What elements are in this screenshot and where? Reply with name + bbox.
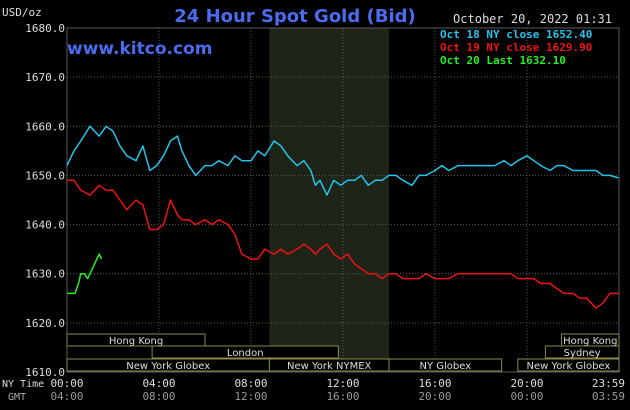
ny-time-row-label: NY Time <box>2 379 44 390</box>
x-tick-label-ny: 16:00 <box>418 377 451 390</box>
session-box <box>151 345 339 359</box>
y-tick-label: 1650.0 <box>25 169 65 182</box>
x-tick-label-ny: 20:00 <box>510 377 543 390</box>
price-series <box>66 125 619 309</box>
y-tick-label: 1680.0 <box>25 22 65 35</box>
series-line-1 <box>67 179 619 309</box>
session-label: NY Globex <box>420 361 472 372</box>
x-tick-label-ny: 00:00 <box>50 377 83 390</box>
y-tick-label: 1670.0 <box>25 71 65 84</box>
y-tick-label: 1610.0 <box>25 366 65 379</box>
session-label: Hong Kong <box>563 336 617 347</box>
series-line-0 <box>66 125 619 196</box>
legend-item-oct18: Oct 18 NY close 1652.40 <box>440 28 592 41</box>
x-tick-label-gmt: 08:00 <box>142 390 175 403</box>
x-tick-label-ny: 08:00 <box>234 377 267 390</box>
x-tick-label-ny: 12:00 <box>326 377 359 390</box>
chart-date: October 20, 2022 01:31 <box>453 12 612 26</box>
session-label: Hong Kong <box>109 336 163 347</box>
grid-lines <box>66 27 620 373</box>
x-axis-tick-labels: 00:0004:0004:0008:0008:0012:0012:0016:00… <box>50 377 625 403</box>
x-tick-label-gmt: 00:00 <box>510 390 543 403</box>
nymex-session-band <box>269 28 389 372</box>
x-tick-label-ny: 04:00 <box>142 377 175 390</box>
session-label: Sydney <box>564 348 601 359</box>
chart-title: 24 Hour Spot Gold (Bid) <box>174 6 415 27</box>
y-tick-label: 1630.0 <box>25 268 65 281</box>
session-box <box>66 333 206 347</box>
x-tick-label-gmt: 04:00 <box>50 390 83 403</box>
session-label: New York NYMEX <box>287 361 372 372</box>
y-tick-label: 1620.0 <box>25 317 65 330</box>
session-box <box>544 345 620 359</box>
y-axis-tick-labels: 1610.0 1620.0 1630.0 1640.0 1650.0 1660.0 1670… <box>25 22 65 379</box>
unit-label: USD/oz <box>2 6 42 19</box>
session-label: London <box>227 348 264 359</box>
session-label: New York Globex <box>126 361 210 372</box>
legend-item-oct19: Oct 19 NY close 1629.90 <box>440 41 592 54</box>
x-tick-label-ny: 23:59 <box>592 377 625 390</box>
website-label: www.kitco.com <box>67 39 212 59</box>
gmt-row-label: GMT <box>8 392 26 403</box>
y-tick-label: 1660.0 <box>25 120 65 133</box>
session-box <box>388 358 503 372</box>
session-label: New York Globex <box>526 361 610 372</box>
x-tick-label-gmt: 20:00 <box>418 390 451 403</box>
y-tick-label: 1640.0 <box>25 219 65 232</box>
session-box <box>517 358 620 372</box>
x-tick-label-gmt: 03:59 <box>592 390 625 403</box>
market-sessions: Hong Kong London New York Globex New York N… <box>66 333 620 372</box>
legend-item-oct20: Oct 20 Last 1632.10 <box>440 54 566 67</box>
x-tick-label-gmt: 16:00 <box>326 390 359 403</box>
x-tick-label-gmt: 12:00 <box>234 390 267 403</box>
legend: Oct 18 NY close 1652.40 Oct 19 NY close … <box>440 28 592 67</box>
series-line-2 <box>67 253 103 295</box>
